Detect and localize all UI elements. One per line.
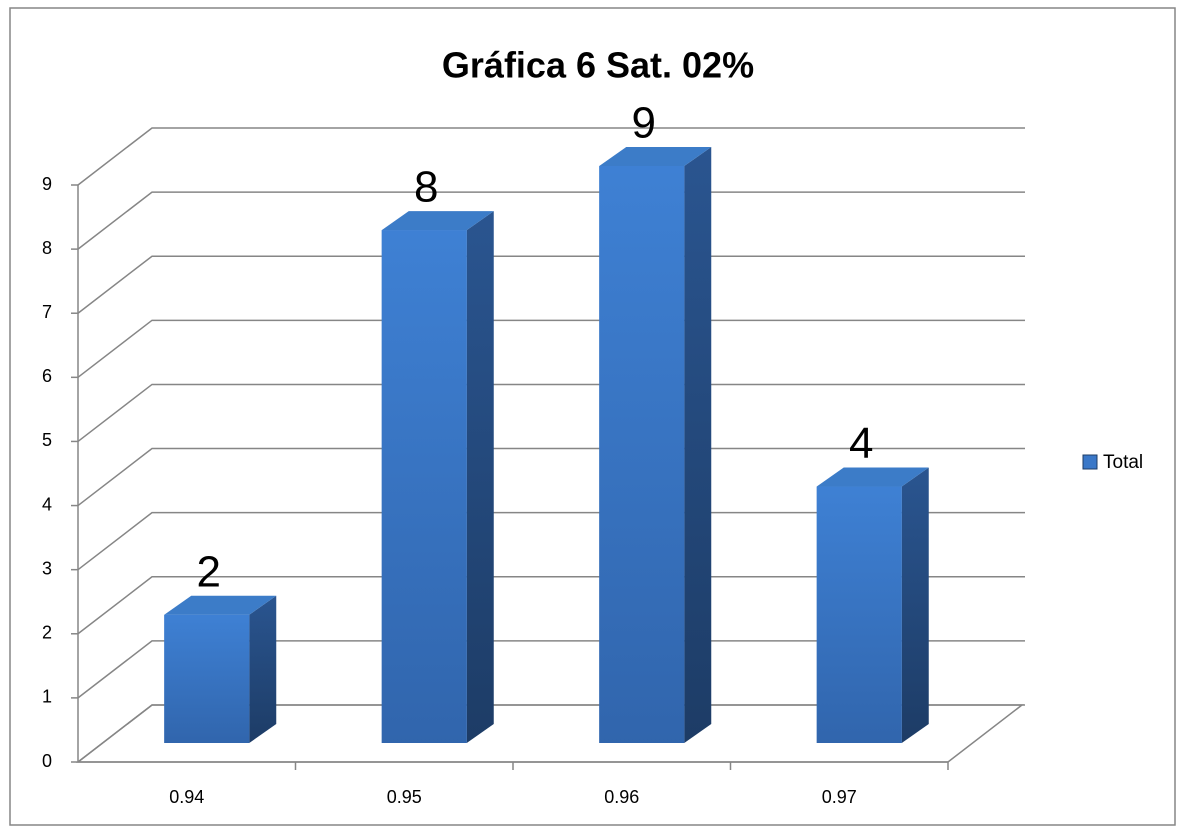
y-tick-label: 2 <box>42 623 52 643</box>
data-label: 9 <box>632 99 656 148</box>
x-tick-label: 0.94 <box>169 787 204 807</box>
x-tick-label: 0.96 <box>604 787 639 807</box>
bar-top <box>816 467 929 487</box>
bar-top <box>599 147 712 166</box>
grid-line <box>77 704 1025 763</box>
bar-top <box>164 595 277 615</box>
bar <box>816 467 929 743</box>
bar-top <box>381 211 494 231</box>
y-tick-label: 1 <box>42 687 52 707</box>
y-tick-label: 3 <box>42 558 52 578</box>
y-tick-label: 9 <box>42 174 52 194</box>
y-tick-label: 7 <box>42 302 52 322</box>
grid-line <box>77 640 1025 699</box>
y-tick-label: 8 <box>42 238 52 258</box>
bar <box>164 595 277 743</box>
grid-line <box>77 191 1025 250</box>
bar-front-shade <box>381 230 467 744</box>
grid-line <box>77 576 1025 635</box>
x-tick-label: 0.95 <box>387 787 422 807</box>
legend-swatch <box>1082 454 1098 470</box>
chart-title: Gráfica 6 Sat. 02% <box>442 45 754 86</box>
grid-line <box>77 255 1025 314</box>
bar-front-shade <box>164 614 250 743</box>
data-label: 8 <box>414 163 438 212</box>
bar-side <box>684 147 712 743</box>
bar-side <box>249 595 277 743</box>
grid-line <box>77 319 1025 378</box>
grid-line <box>77 383 1025 443</box>
bar-side <box>466 211 494 744</box>
bar-front-shade <box>599 166 685 743</box>
data-label: 2 <box>197 547 221 596</box>
legend-label: Total <box>1103 452 1143 473</box>
bar <box>381 211 494 744</box>
y-tick-label: 6 <box>42 366 52 386</box>
y-tick-label: 0 <box>42 751 52 771</box>
grid-line <box>77 127 1025 186</box>
y-tick-label: 4 <box>42 494 52 514</box>
data-label: 4 <box>849 419 873 468</box>
bar-side <box>901 467 929 743</box>
grid-line <box>77 447 1025 507</box>
y-tick-label: 5 <box>42 430 52 450</box>
bar-front-shade <box>816 486 902 743</box>
x-tick-label: 0.97 <box>822 787 857 807</box>
bar <box>599 147 712 743</box>
grid-line <box>77 511 1025 571</box>
